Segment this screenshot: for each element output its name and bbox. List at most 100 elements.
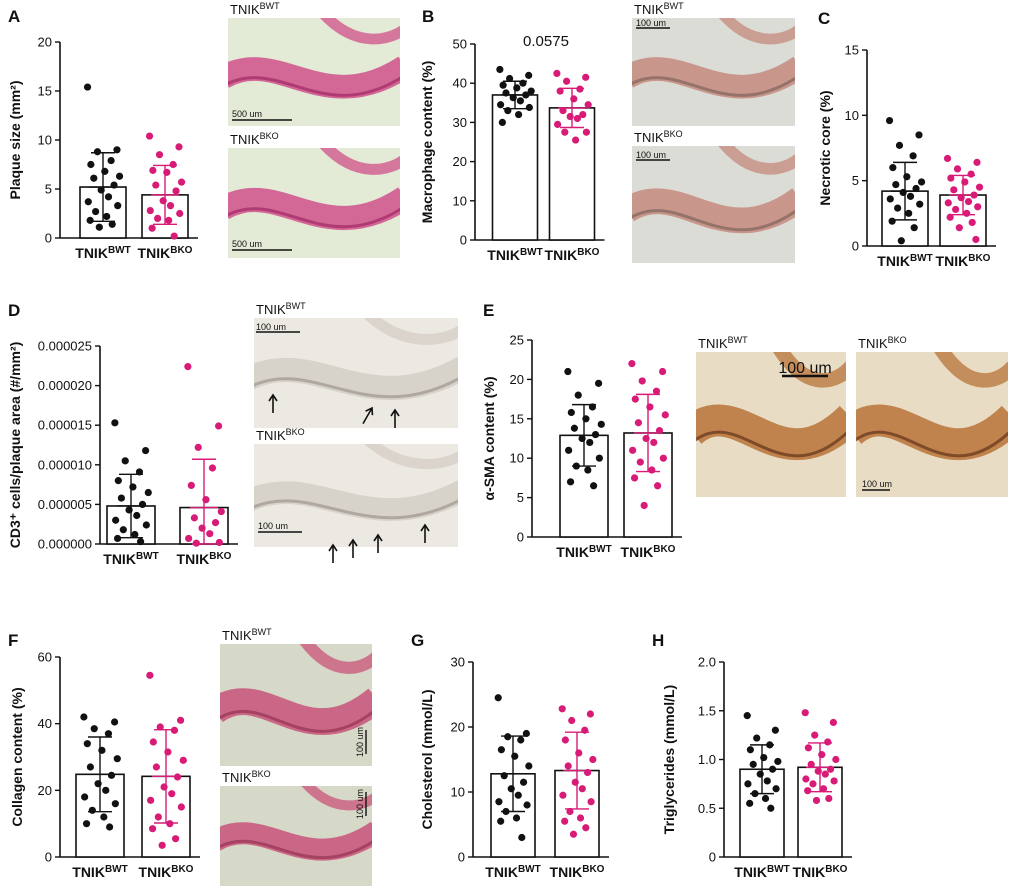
y-tick-label: 40	[38, 716, 52, 731]
data-point-bko	[206, 530, 214, 538]
data-point-bwt	[112, 516, 120, 524]
panel-letter: D	[8, 301, 20, 320]
data-point-bko	[149, 738, 157, 746]
data-point-bko	[571, 778, 579, 786]
data-point-bwt	[88, 806, 96, 814]
data-point-bko	[176, 209, 184, 218]
error-bar-bko	[563, 731, 591, 810]
data-point-bwt	[905, 209, 913, 217]
data-point-bko	[811, 731, 819, 739]
data-point-bko	[814, 767, 822, 775]
micrograph-label: TNIKBWT	[698, 335, 748, 351]
data-point-bko	[177, 803, 185, 811]
y-axis-label: CD3⁺ cells/plaque area (#/mm²)	[7, 342, 23, 549]
data-point-bko	[576, 85, 584, 93]
tissue-section	[228, 18, 400, 99]
data-point-bko	[154, 813, 162, 821]
y-tick-label: 0	[517, 530, 524, 545]
scale-bar: 100 um	[778, 360, 832, 378]
data-point-bwt	[517, 736, 525, 744]
panel-letter: E	[483, 301, 494, 320]
data-point-bwt	[525, 71, 533, 79]
micrograph-label: TNIKBKO	[634, 129, 683, 145]
data-point-bko	[650, 438, 658, 447]
data-point-bwt	[886, 195, 894, 203]
micrograph-d-wt: TNIKBWT 100 um	[254, 301, 458, 428]
data-point-bko	[825, 794, 833, 803]
data-point-bko	[569, 830, 578, 838]
data-point-bko	[652, 387, 661, 395]
data-point-bko	[576, 814, 585, 822]
data-point-bwt	[516, 97, 525, 105]
data-point-bko	[630, 474, 639, 482]
panel-letter: C	[818, 9, 830, 28]
data-point-bwt	[767, 804, 775, 812]
svg-text:100 um: 100 um	[258, 521, 288, 531]
y-tick-label: 20	[38, 35, 52, 50]
data-point-bwt	[912, 184, 920, 193]
data-point-bko	[148, 825, 157, 833]
data-point-bwt	[497, 746, 505, 754]
data-point-bwt	[916, 200, 924, 208]
data-point-bko	[152, 181, 160, 189]
data-point-bwt	[772, 785, 780, 793]
data-point-bko	[561, 817, 569, 825]
error-bar-bwt	[89, 152, 117, 223]
data-point-bko	[170, 232, 178, 240]
scale-bar: 100 um	[862, 479, 892, 491]
data-point-bwt	[565, 446, 573, 454]
data-point-bwt	[83, 740, 91, 748]
data-point-bko	[208, 464, 217, 472]
data-point-bko	[631, 395, 639, 403]
data-point-bwt	[518, 833, 526, 842]
tissue-section	[228, 148, 400, 230]
data-point-bwt	[100, 813, 108, 821]
y-tick-label: 0.000000	[38, 537, 92, 552]
data-point-bwt	[756, 770, 764, 778]
y-tick-label: 0.000010	[38, 457, 92, 472]
data-point-bko	[975, 183, 984, 191]
data-point-bko	[824, 738, 832, 746]
y-tick-label: 15	[845, 43, 859, 58]
data-point-bko	[158, 841, 166, 849]
data-point-bwt	[496, 65, 504, 74]
chart-panel-b: B 0 10 20 30 40 50 Macrophage content (%) TNIKBW…	[419, 7, 605, 263]
arrow-icon	[362, 406, 374, 424]
x-label-bko: TNIKBKO	[793, 864, 848, 880]
data-point-bko	[947, 174, 955, 182]
x-label-bko: TNIKBKO	[550, 864, 605, 880]
data-point-bko	[568, 716, 576, 725]
data-point-bwt	[590, 482, 598, 490]
y-tick-label: 0	[852, 239, 859, 254]
data-point-bko	[559, 107, 567, 115]
y-tick-label: 20	[451, 720, 465, 735]
y-tick-label: 0.000020	[38, 378, 92, 393]
data-point-bko	[582, 128, 591, 136]
y-tick-label: 1.5	[698, 703, 716, 718]
error-bar-bko	[190, 458, 218, 545]
data-point-bko	[812, 796, 821, 805]
data-point-bwt	[512, 814, 521, 822]
data-point-bko	[946, 213, 954, 221]
data-point-bwt	[90, 174, 98, 182]
data-point-bko	[579, 110, 587, 119]
data-point-bko	[640, 501, 648, 510]
y-tick-label: 10	[38, 133, 52, 148]
data-point-bko	[176, 716, 185, 724]
data-point-bwt	[525, 103, 534, 112]
tissue-section	[632, 146, 795, 234]
data-point-bwt	[763, 777, 771, 785]
y-tick-label: 0	[45, 850, 52, 865]
data-point-bwt	[137, 538, 145, 546]
error-bar-bko	[806, 742, 834, 793]
data-point-bwt	[103, 212, 111, 221]
micrograph-e-ko: TNIKBKO 100 um	[856, 335, 1008, 497]
data-point-bko	[190, 514, 198, 522]
y-tick-label: 10	[845, 108, 859, 123]
y-tick-label: 40	[453, 76, 467, 91]
data-point-bko	[967, 170, 975, 178]
y-tick-label: 60	[38, 650, 52, 665]
error-bar-bko	[151, 164, 179, 225]
data-point-bko	[658, 367, 667, 376]
